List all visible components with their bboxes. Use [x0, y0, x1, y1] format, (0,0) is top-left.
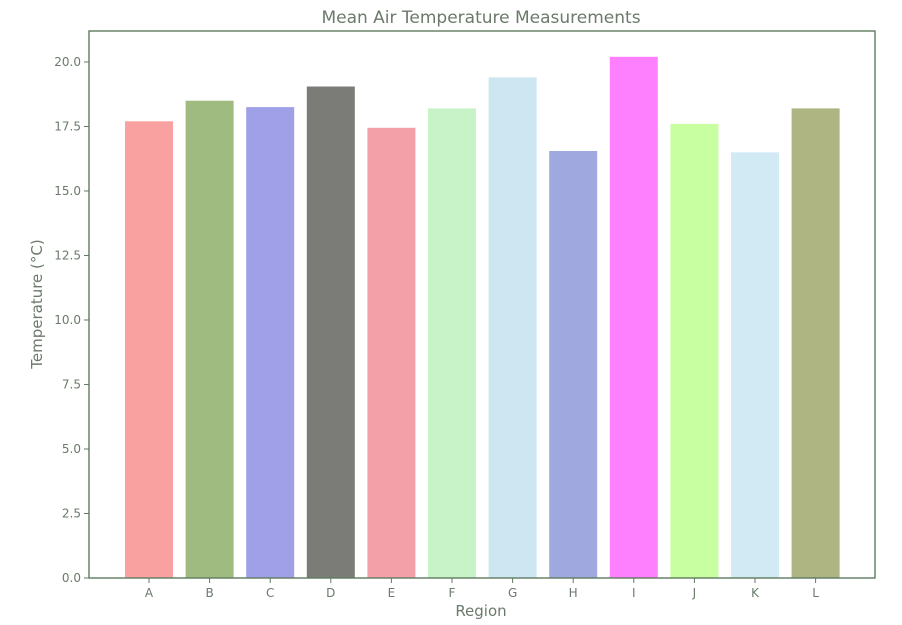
x-tick-label-c: C — [266, 586, 274, 600]
y-tick-label: 10.0 — [54, 313, 81, 327]
bar-a — [125, 121, 173, 579]
x-tick-label-g: G — [508, 586, 517, 600]
x-axis: A B C D E F G H I J K L — [145, 578, 819, 600]
y-tick-label: 5.0 — [62, 442, 81, 456]
x-tick-label-e: E — [388, 586, 396, 600]
y-axis-label: Temperature (°C) — [28, 239, 46, 369]
bar-i — [609, 56, 658, 579]
bar-f — [428, 108, 476, 579]
x-tick-label-l: L — [812, 586, 819, 600]
x-tick-label-d: D — [326, 586, 335, 600]
x-axis-label: Region — [455, 602, 506, 620]
bars-group — [125, 56, 840, 579]
chart-title: Mean Air Temperature Measurements — [321, 8, 640, 28]
y-tick-label: 7.5 — [62, 377, 81, 391]
y-tick-label: 2.5 — [62, 506, 81, 520]
bar-c — [246, 107, 295, 578]
x-tick-label-a: A — [145, 586, 154, 600]
bar-d — [306, 86, 355, 578]
x-tick-label-j: J — [692, 586, 697, 600]
x-tick-label-b: B — [205, 586, 213, 600]
bar-e — [367, 127, 416, 579]
plot-frame — [88, 30, 876, 579]
y-tick-label: 15.0 — [54, 184, 81, 198]
x-tick-label-f: F — [449, 586, 456, 600]
bar-g — [488, 77, 537, 579]
bar-k — [731, 152, 779, 579]
y-tick-label: 12.5 — [54, 248, 81, 262]
bar-h — [549, 151, 598, 578]
y-axis: 0.0 2.5 5.0 7.5 10.0 12.5 15.0 17.5 20.0 — [54, 55, 89, 585]
bar-j — [670, 123, 719, 579]
bar-l — [791, 108, 840, 579]
y-tick-label: 0.0 — [62, 571, 81, 585]
bar-b — [185, 100, 234, 578]
x-tick-label-k: K — [751, 586, 760, 600]
x-tick-label-h: H — [569, 586, 578, 600]
y-tick-label: 20.0 — [54, 55, 81, 69]
x-tick-label-i: I — [632, 586, 636, 600]
y-tick-label: 17.5 — [54, 119, 81, 133]
